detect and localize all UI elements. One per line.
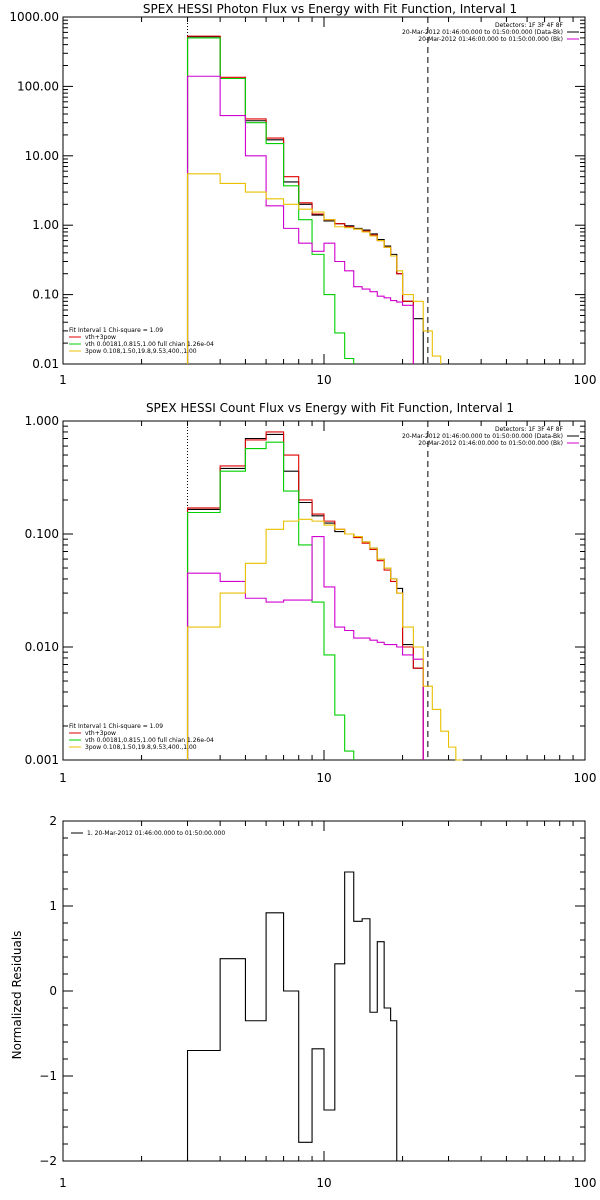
count-x-tick-label: 1 [59,771,67,785]
photon-flux-chart: SPEX HESSI Photon Flux vs Energy with Fi… [9,2,596,387]
photon-plot-frame [62,16,586,365]
resid-legend-entry: 1. 20-Mar-2012 01:46:00.000 to 01:50:00.… [87,830,225,837]
photon-series-vth-3pow [186,35,414,364]
photon-series-data-bk [186,36,424,364]
residuals-plot-area: 1 10 100 −2 −1 0 1 2 1. 20-Mar-2012 01:46:00.000… [39,814,596,1190]
photon-fit-legend-entry: 3pow 0.108,1.50,19.8,9.53,400.,1.00 [85,348,197,355]
photon-y-tick-label: 0.10 [32,288,59,302]
count-y-tick-label: 0.001 [25,753,59,767]
residuals-y-axis-label: Normalized Residuals [10,931,24,1060]
photon-header-line: 20-Mar-2012 01:46:00.000 to 01:50:00.000… [402,29,563,36]
photon-series-bk [186,75,414,364]
photon-header-line: 20-Mar-2012 01:46:00.000 to 01:50:00.000… [418,36,563,43]
residuals-chart: Normalized Residuals 1 10 100 −2 −1 0 1 2 1. 20-… [10,814,596,1190]
photon-y-tick-label: 10.00 [25,149,59,163]
photon-fit-legend-entry: vth+3pow [85,334,116,341]
count-series-vth-3pow [186,431,424,760]
photon-series-3pow [186,173,442,364]
photon-series-vth [186,37,355,364]
resid-y-tick-label: −2 [39,1154,57,1168]
photon-y-tick-label: 1.00 [32,218,59,232]
photon-y-tick-label: 1000.00 [9,10,59,24]
resid-x-tick-label: 1 [59,1176,67,1190]
count-flux-title: SPEX HESSI Count Flux vs Energy with Fit… [146,401,514,415]
photon-flux-plot-area: 1 10 100 0.01 0.10 1.00 10.00 100.00 1000.00 Dete… [9,10,596,387]
count-y-tick-label: 0.100 [25,527,59,541]
count-fit-legend-entry: vth+3pow [85,730,116,737]
photon-header-line: Detectors: 1F 3F 4F 8F [495,22,564,29]
photon-y-tick-label: 100.00 [17,79,59,93]
count-y-tick-label: 0.010 [25,640,59,654]
count-fit-legend-header: Fit Interval 1 Chi-square = 1.09 [69,723,163,730]
photon-x-tick-label: 10 [316,373,331,387]
count-series-3pow [186,518,463,761]
photon-fit-legend-header: Fit Interval 1 Chi-square = 1.09 [69,327,163,334]
count-header-line: 20-Mar-2012 01:46:00.000 to 01:50:00.000… [402,433,563,440]
count-plot-frame [62,420,586,761]
count-header-line: 20-Mar-2012 01:46:00.000 to 01:50:00.000… [418,440,563,447]
count-flux-chart: SPEX HESSI Count Flux vs Energy with Fit… [25,401,597,785]
count-x-tick-label: 10 [316,771,331,785]
count-y-tick-label: 1.000 [25,414,59,428]
count-x-tick-label: 100 [574,771,597,785]
resid-y-tick-label: 2 [49,814,57,828]
resid-y-tick-label: 1 [49,899,57,913]
resid-x-tick-label: 100 [574,1176,597,1190]
photon-flux-title: SPEX HESSI Photon Flux vs Energy with Fi… [143,2,517,16]
resid-y-tick-label: −1 [39,1069,57,1083]
count-series-bk [186,535,424,760]
count-fit-legend-entry: 3pow 0.108,1.50,19.8,9.53,400.,1.00 [85,744,197,751]
photon-fit-legend-entry: vth 0.00181,0.815,1.00 full chian 1.26e-… [85,341,214,348]
photon-x-tick-label: 1 [59,373,67,387]
photon-x-tick-label: 100 [574,373,597,387]
resid-series-1-20-mar-2012-01-46-00-000-to-01-50-00-000 [186,871,398,1161]
resid-x-tick-label: 10 [316,1176,331,1190]
photon-y-tick-label: 0.01 [32,357,59,371]
count-flux-plot-area: 1 10 100 0.001 0.010 0.100 1.000 Detectors: 1F … [25,414,597,785]
count-series-vth [186,441,355,760]
count-fit-legend-entry: vth 0.00181,0.815,1.00 full chian 1.26e-… [85,737,214,744]
count-series-data-bk [186,433,424,760]
resid-y-tick-label: 0 [49,984,57,998]
count-header-line: Detectors: 1F 3F 4F 8F [495,426,564,433]
